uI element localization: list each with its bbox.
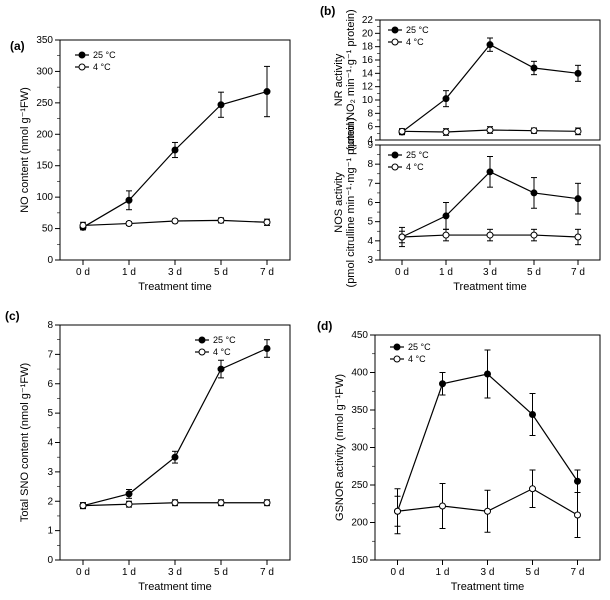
svg-text:25 °C: 25 °C — [213, 335, 236, 345]
svg-text:3 d: 3 d — [481, 567, 495, 578]
svg-text:16: 16 — [362, 55, 374, 66]
svg-text:400: 400 — [351, 368, 368, 379]
svg-text:10: 10 — [362, 95, 374, 106]
svg-text:4 °C: 4 °C — [408, 354, 426, 364]
svg-text:450: 450 — [351, 330, 368, 341]
svg-text:12: 12 — [362, 82, 374, 93]
svg-text:7 d: 7 d — [260, 567, 274, 578]
svg-text:Treatment time: Treatment time — [138, 581, 212, 593]
svg-text:0: 0 — [47, 255, 53, 266]
svg-text:5: 5 — [367, 217, 373, 228]
svg-text:0 d: 0 d — [395, 267, 409, 278]
svg-text:7 d: 7 d — [571, 267, 585, 278]
svg-text:4 °C: 4 °C — [406, 37, 424, 47]
svg-text:8: 8 — [367, 108, 373, 119]
svg-text:(a): (a) — [10, 39, 25, 53]
svg-text:25 °C: 25 °C — [406, 150, 429, 160]
svg-text:7 d: 7 d — [571, 567, 585, 578]
svg-text:(pmol citrulline min⁻¹·mg⁻¹ pr: (pmol citrulline min⁻¹·mg⁻¹ protein) — [345, 118, 357, 288]
svg-text:200: 200 — [351, 518, 368, 529]
svg-text:50: 50 — [42, 224, 54, 235]
svg-text:250: 250 — [351, 480, 368, 491]
svg-text:7: 7 — [367, 178, 373, 189]
svg-text:20: 20 — [362, 28, 374, 39]
panel-d: 150 200 250 300 350 400 450 0 d 1 d 3 d 5 d 7 d Trea… — [305, 300, 610, 600]
svg-text:Treatment time: Treatment time — [138, 281, 212, 293]
svg-text:150: 150 — [36, 161, 53, 172]
panel-b: 46810121416182022NR activity(µmol NO₂ mi… — [305, 0, 610, 300]
svg-text:8: 8 — [47, 320, 53, 331]
svg-text:3 d: 3 d — [483, 267, 497, 278]
svg-text:3 d: 3 d — [168, 267, 182, 278]
svg-text:0 d: 0 d — [76, 567, 90, 578]
svg-text:5 d: 5 d — [527, 267, 541, 278]
svg-text:(b): (b) — [320, 4, 335, 18]
svg-text:200: 200 — [36, 129, 53, 140]
svg-text:350: 350 — [351, 405, 368, 416]
panel-a-svg: 0 50 100 150 200 250 300 350 0 d 1 d 3 d 5 d 7 d Trea… — [0, 0, 305, 300]
svg-text:4 °C: 4 °C — [93, 62, 111, 72]
svg-text:NR activity: NR activity — [333, 53, 345, 106]
svg-text:250: 250 — [36, 98, 53, 109]
svg-text:22: 22 — [362, 15, 374, 26]
svg-text:3: 3 — [47, 467, 53, 478]
svg-text:350: 350 — [36, 35, 53, 46]
svg-text:1 d: 1 d — [436, 567, 450, 578]
svg-text:Treatment time: Treatment time — [451, 581, 525, 593]
svg-text:5 d: 5 d — [214, 267, 228, 278]
svg-text:(d): (d) — [317, 319, 332, 333]
svg-text:7: 7 — [47, 349, 53, 360]
svg-text:25 °C: 25 °C — [93, 50, 116, 60]
svg-text:0 d: 0 d — [391, 567, 405, 578]
panel-d-svg: 150 200 250 300 350 400 450 0 d 1 d 3 d 5 d 7 d Trea… — [305, 300, 610, 600]
svg-text:0: 0 — [47, 555, 53, 566]
panel-b-svg: 46810121416182022NR activity(µmol NO₂ mi… — [305, 0, 610, 300]
svg-text:5 d: 5 d — [526, 567, 540, 578]
panel-c-svg: 0 1 2 3 4 5 6 7 8 0 d 1 d 3 d 5 d 7 d Treatment time To… — [0, 300, 305, 600]
svg-text:Treatment time: Treatment time — [453, 281, 527, 293]
svg-text:25 °C: 25 °C — [406, 25, 429, 35]
svg-text:NO content (nmol g⁻¹FW): NO content (nmol g⁻¹FW) — [19, 87, 31, 213]
svg-text:9: 9 — [367, 140, 373, 151]
svg-text:14: 14 — [362, 68, 374, 79]
svg-text:Total SNO content (nmol g⁻¹FW): Total SNO content (nmol g⁻¹FW) — [19, 363, 31, 522]
svg-text:3 d: 3 d — [168, 567, 182, 578]
svg-text:4: 4 — [47, 438, 53, 449]
svg-text:6: 6 — [47, 379, 53, 390]
svg-text:25 °C: 25 °C — [408, 342, 431, 352]
svg-text:1: 1 — [47, 526, 53, 537]
svg-text:18: 18 — [362, 42, 374, 53]
svg-text:6: 6 — [367, 198, 373, 209]
svg-text:5 d: 5 d — [214, 567, 228, 578]
svg-text:3: 3 — [367, 255, 373, 266]
svg-text:7 d: 7 d — [260, 267, 274, 278]
svg-text:4: 4 — [367, 236, 373, 247]
svg-text:300: 300 — [36, 66, 53, 77]
svg-text:300: 300 — [351, 443, 368, 454]
svg-text:150: 150 — [351, 555, 368, 566]
svg-text:6: 6 — [367, 122, 373, 133]
svg-text:100: 100 — [36, 192, 53, 203]
svg-text:4 °C: 4 °C — [406, 162, 424, 172]
svg-text:1 d: 1 d — [439, 267, 453, 278]
svg-text:NOS activity: NOS activity — [333, 172, 345, 233]
svg-text:5: 5 — [47, 408, 53, 419]
svg-text:GSNOR activity (nmol g⁻¹FW): GSNOR activity (nmol g⁻¹FW) — [334, 374, 346, 521]
svg-text:1 d: 1 d — [122, 567, 136, 578]
panel-c: 0 1 2 3 4 5 6 7 8 0 d 1 d 3 d 5 d 7 d Treatment time To… — [0, 300, 305, 600]
panel-a: 0 50 100 150 200 250 300 350 0 d 1 d 3 d 5 d 7 d Trea… — [0, 0, 305, 300]
svg-text:4 °C: 4 °C — [213, 347, 231, 357]
svg-text:0 d: 0 d — [76, 267, 90, 278]
svg-text:1 d: 1 d — [122, 267, 136, 278]
svg-text:(c): (c) — [5, 309, 20, 323]
svg-text:8: 8 — [367, 159, 373, 170]
chart-grid: 0501001502002503003500 d1 d3 d5 d7 dTrea… — [0, 0, 610, 600]
svg-text:2: 2 — [47, 496, 53, 507]
